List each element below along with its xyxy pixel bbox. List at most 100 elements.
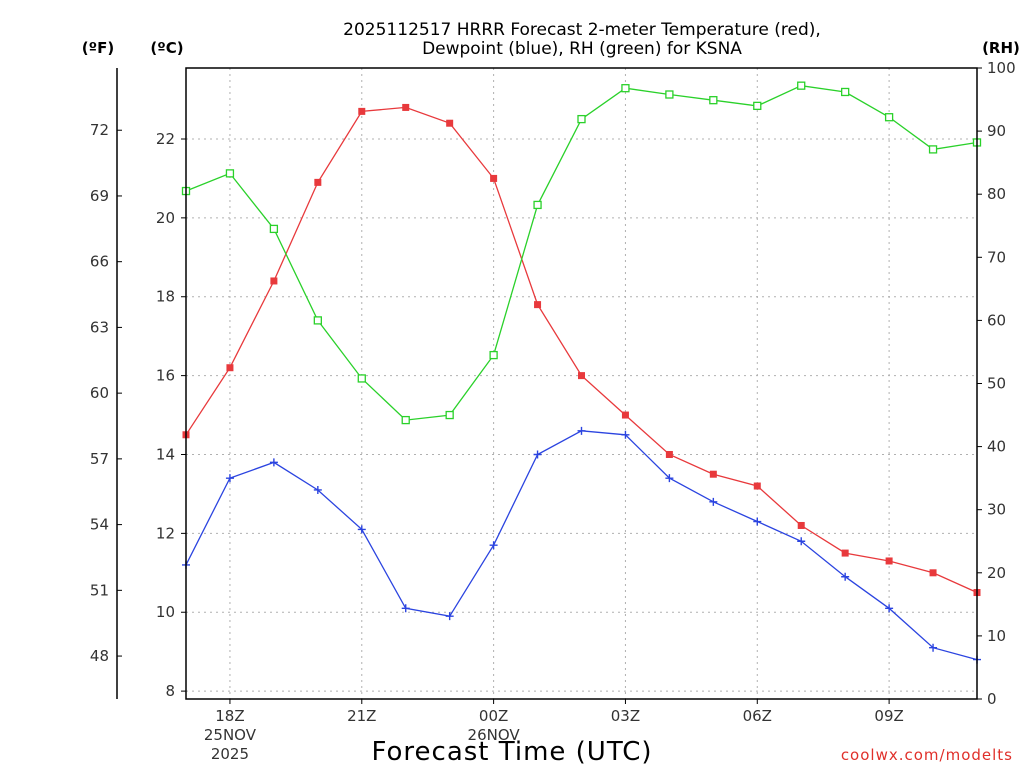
rh-point [884, 113, 894, 122]
dewpoint-point [841, 572, 850, 581]
x-tick-label: 2025 [211, 745, 249, 763]
temperature-point [753, 482, 761, 490]
data-series [181, 81, 982, 664]
fahrenheit-tick-label: 48 [90, 647, 109, 665]
fahrenheit-tick-label: 57 [90, 450, 109, 468]
rh-tick-label: 100 [987, 59, 1016, 77]
dewpoint-point [401, 604, 410, 613]
rh-tick-label: 70 [987, 248, 1006, 266]
temperature-point [358, 107, 366, 115]
temperature-line [185, 106, 978, 594]
temperature-point [490, 174, 498, 182]
celsius-tick-label: 10 [156, 603, 175, 621]
celsius-tick-label: 12 [156, 524, 175, 542]
temperature-point [621, 411, 629, 419]
celsius-tick-label: 18 [156, 288, 175, 306]
temperature-point [226, 364, 234, 372]
x-tick-label: 00Z [479, 707, 508, 725]
x-axis-label: Forecast Time (UTC) [371, 737, 652, 767]
temperature-point [885, 557, 893, 565]
gridlines [186, 68, 977, 699]
temperature-point [578, 372, 585, 380]
x-tick-label: 21Z [347, 707, 376, 725]
rh-point [753, 101, 762, 111]
celsius-tick-label: 16 [156, 367, 175, 385]
temperature-point [665, 450, 673, 458]
celsius-tick-label: 8 [165, 682, 175, 700]
dewpoint-point [489, 541, 498, 550]
rh-point [225, 169, 235, 178]
temperature-point [841, 549, 849, 557]
fahrenheit-tick-label: 66 [90, 253, 109, 271]
x-tick-label: 03Z [611, 707, 640, 725]
temperature-point [534, 301, 542, 309]
rh-point [489, 350, 498, 360]
dewpoint-point [665, 474, 674, 483]
dewpoint-point [621, 430, 630, 439]
credit-label: coolwx.com/modelts [841, 746, 1013, 764]
temperature-point [797, 521, 805, 529]
rh-point [533, 200, 542, 210]
rh-tick-label: 90 [987, 122, 1006, 140]
x-tick-label: 18Z [215, 707, 244, 725]
dewpoint-point [929, 643, 938, 652]
rh-tick-label: 20 [987, 564, 1006, 582]
x-tick-label: 26NOV [468, 726, 521, 744]
fahrenheit-tick-label: 51 [90, 581, 109, 599]
fahrenheit-tick-label: 72 [90, 121, 109, 139]
dewpoint-point [533, 450, 542, 459]
dewpoint-point [753, 517, 762, 526]
x-tick-label: 06Z [743, 707, 772, 725]
temperature-point [314, 178, 322, 186]
rh-point [401, 415, 410, 425]
dewpoint-point [269, 458, 278, 467]
rh-tick-label: 80 [987, 185, 1006, 203]
axes: 8 10 12 14 16 18 20 22 48 51 54 57 60 63 66 69 72 0 10 20 30… [90, 59, 1016, 763]
temperature-point [446, 119, 454, 127]
dewpoint-point [357, 525, 366, 534]
celsius-tick-label: 22 [156, 130, 175, 148]
fahrenheit-tick-label: 69 [90, 187, 109, 205]
rh-point [841, 87, 850, 97]
rh-point [445, 410, 454, 420]
fahrenheit-tick-label: 63 [90, 318, 109, 336]
rh-tick-label: 60 [987, 311, 1006, 329]
rh-tick-label: 30 [987, 501, 1006, 519]
rh-point [621, 84, 630, 93]
celsius-unit-label: (ºC) [150, 39, 183, 57]
dewpoint-point [225, 474, 234, 483]
temperature-point [709, 470, 717, 478]
rh-point [797, 81, 806, 90]
celsius-tick-label: 14 [156, 445, 175, 463]
rh-tick-label: 40 [987, 438, 1006, 456]
temperature-point [402, 103, 410, 111]
rh-point [665, 90, 674, 99]
temperature-point [270, 277, 278, 285]
rh-point [313, 316, 322, 325]
dewpoint-point [577, 426, 586, 435]
rh-point [357, 374, 366, 383]
x-tick-label: 09Z [874, 707, 903, 725]
chart-title-line1: 2025112517 HRRR Forecast 2-meter Tempera… [343, 20, 821, 40]
rh-tick-label: 0 [987, 690, 997, 708]
rh-tick-label: 50 [987, 375, 1006, 393]
dewpoint-point [885, 604, 894, 613]
x-tick-label: 25NOV [204, 726, 257, 744]
dewpoint-point [709, 497, 718, 506]
rh-point [577, 114, 586, 124]
rh-line [185, 85, 978, 421]
rh-point [928, 145, 938, 154]
fahrenheit-tick-label: 60 [90, 384, 109, 402]
plot-frame [185, 67, 978, 700]
dewpoint-point [445, 612, 454, 621]
dewpoint-point [797, 537, 806, 546]
dewpoint-point [313, 485, 322, 494]
temperature-point [929, 569, 937, 577]
rh-tick-label: 10 [987, 627, 1006, 645]
rh-point [709, 96, 718, 105]
rh-point [269, 224, 279, 234]
fahrenheit-tick-label: 54 [90, 516, 109, 534]
dewpoint-line [185, 430, 978, 661]
rh-unit-label: (RH) [982, 39, 1020, 57]
